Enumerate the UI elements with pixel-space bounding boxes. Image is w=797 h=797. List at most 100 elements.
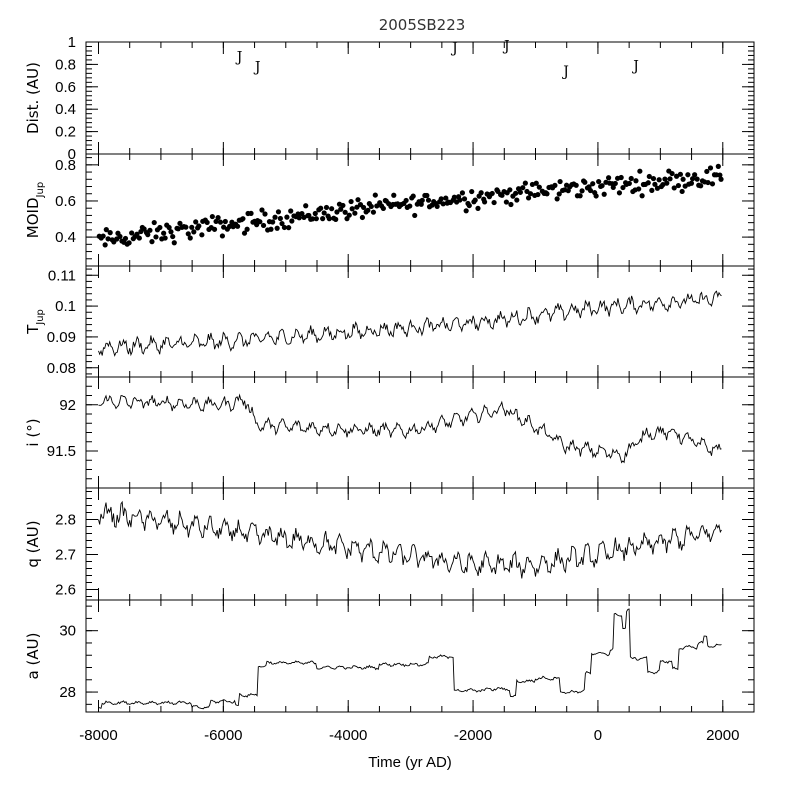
y-tick-label: 0.8 [55,157,76,174]
data-point [145,232,151,238]
data-point [147,227,153,233]
y-tick-label: 0.6 [55,79,76,96]
y-tick-label: 0.11 [48,267,76,284]
data-point [211,226,218,232]
y-tick-label: 0.4 [55,229,76,246]
data-point [513,190,519,196]
data-point [491,199,497,206]
data-point [166,224,172,231]
data-point [709,181,716,187]
panel-5: -8000 -6000 -4000 -2000 0 2000 28 30 a (AU) [24,599,755,744]
data-point [161,230,167,236]
data-point [475,205,481,211]
data-point [187,235,193,241]
close-approach-marker: J [502,38,510,54]
data-point [717,172,723,178]
data-point [718,176,724,182]
data-point [241,230,248,236]
data-point [649,187,655,193]
data-point [370,209,377,215]
y-tick-label: 0.09 [47,329,76,346]
data-point [338,206,344,212]
data-point [664,180,670,186]
data-point [185,231,191,237]
data-point [667,176,673,182]
close-approach-marker: J [253,60,261,76]
data-point [466,202,472,209]
data-point [234,223,241,229]
y-tick-label: 0.08 [47,360,76,377]
data-point [240,216,246,222]
data-point [334,209,340,215]
data-point [418,201,424,207]
y-tick-label: 2.8 [55,512,76,529]
x-tick-label: -2000 [454,727,492,744]
data-point [277,215,283,222]
data-point [262,211,268,217]
data-point [457,197,463,203]
data-point [320,216,326,222]
y-tick-label: 2.6 [55,582,76,599]
data-point [189,224,195,230]
data-point [463,208,469,214]
data-point [391,192,397,198]
close-approach-marker: J [235,50,243,66]
data-point [698,183,704,189]
panel-2: 0.08 0.09 0.1 0.11 TJup [24,265,755,378]
data-point [286,225,292,231]
data-point [306,212,312,219]
data-point [279,220,285,227]
y-tick-label: 92 [59,397,76,414]
x-tick-label: -6000 [204,727,242,744]
y-tick-label: 0 [68,146,76,163]
y-axis-label: Dist. (AU) [24,62,42,134]
data-point [618,174,624,181]
data-point [346,212,352,218]
data-point [410,193,416,199]
y-tick-label: 0.6 [55,193,76,210]
data-point [333,216,339,222]
data-point [469,188,475,195]
data-point [478,190,484,196]
data-point [707,165,714,171]
data-point [412,212,418,219]
data-point [522,180,528,186]
data-point [289,218,295,224]
data-point [527,191,534,197]
close-approach-marker: J [450,41,458,57]
data-point [329,206,335,212]
data-point [215,214,221,221]
data-point [219,233,226,239]
y-tick-label: 91.5 [47,443,76,460]
data-point [517,189,523,195]
data-point [183,224,189,230]
data-point [434,203,440,210]
data-point [677,171,684,177]
y-tick-label: 0.4 [55,101,76,118]
data-point [168,229,174,235]
data-point [626,180,632,187]
data-point [213,218,219,225]
data-point [340,202,346,209]
data-point [579,188,585,194]
data-point [508,201,514,208]
close-approach-marker: J [631,59,639,75]
data-point [671,185,677,191]
series-line [98,608,722,710]
data-point [557,178,563,185]
data-point [157,224,163,231]
y-axis-label: a (AU) [24,633,42,680]
data-point [102,242,108,248]
data-point [593,193,599,199]
x-tick-label: 0 [594,727,602,744]
data-point [117,233,123,240]
data-point [403,197,409,204]
data-point [438,196,444,202]
data-point [692,172,698,178]
y-tick-label: 0.2 [55,124,76,141]
data-point [318,205,324,211]
data-point [544,191,550,197]
data-point [368,203,374,210]
series-line [98,500,722,579]
